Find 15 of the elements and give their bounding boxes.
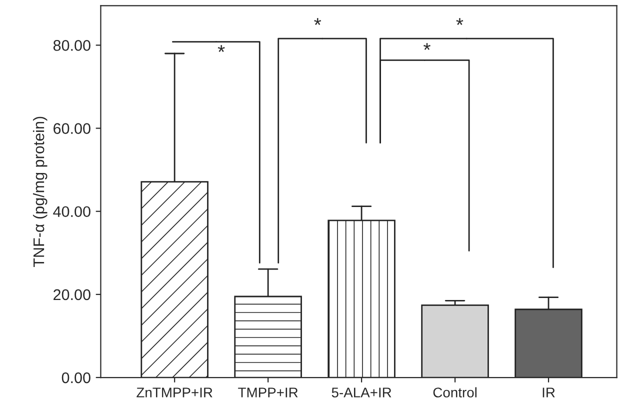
annotation: * [424, 43, 430, 50]
x-tick-label: ZnTMPP+IR [136, 388, 212, 398]
y-tick-label: 80.00 [53, 40, 90, 51]
y-tick-label: 0.00 [62, 372, 90, 384]
y-tick-label: 60.00 [54, 123, 90, 134]
x-tick-label: 5-ALA+IR [332, 388, 392, 398]
y-tick-label: 40.00 [53, 206, 90, 218]
y-tick-label: 20.00 [54, 289, 90, 300]
annotation: * [456, 18, 464, 25]
y-axis-title: TNF-α (pg/mg protein) [32, 116, 48, 267]
x-tick-label: IR [542, 388, 555, 398]
annotation: * [218, 45, 225, 52]
annotation: * [314, 18, 322, 25]
x-tick-label: TMPP+IR [238, 388, 298, 398]
x-tick-label: Control [433, 387, 476, 398]
